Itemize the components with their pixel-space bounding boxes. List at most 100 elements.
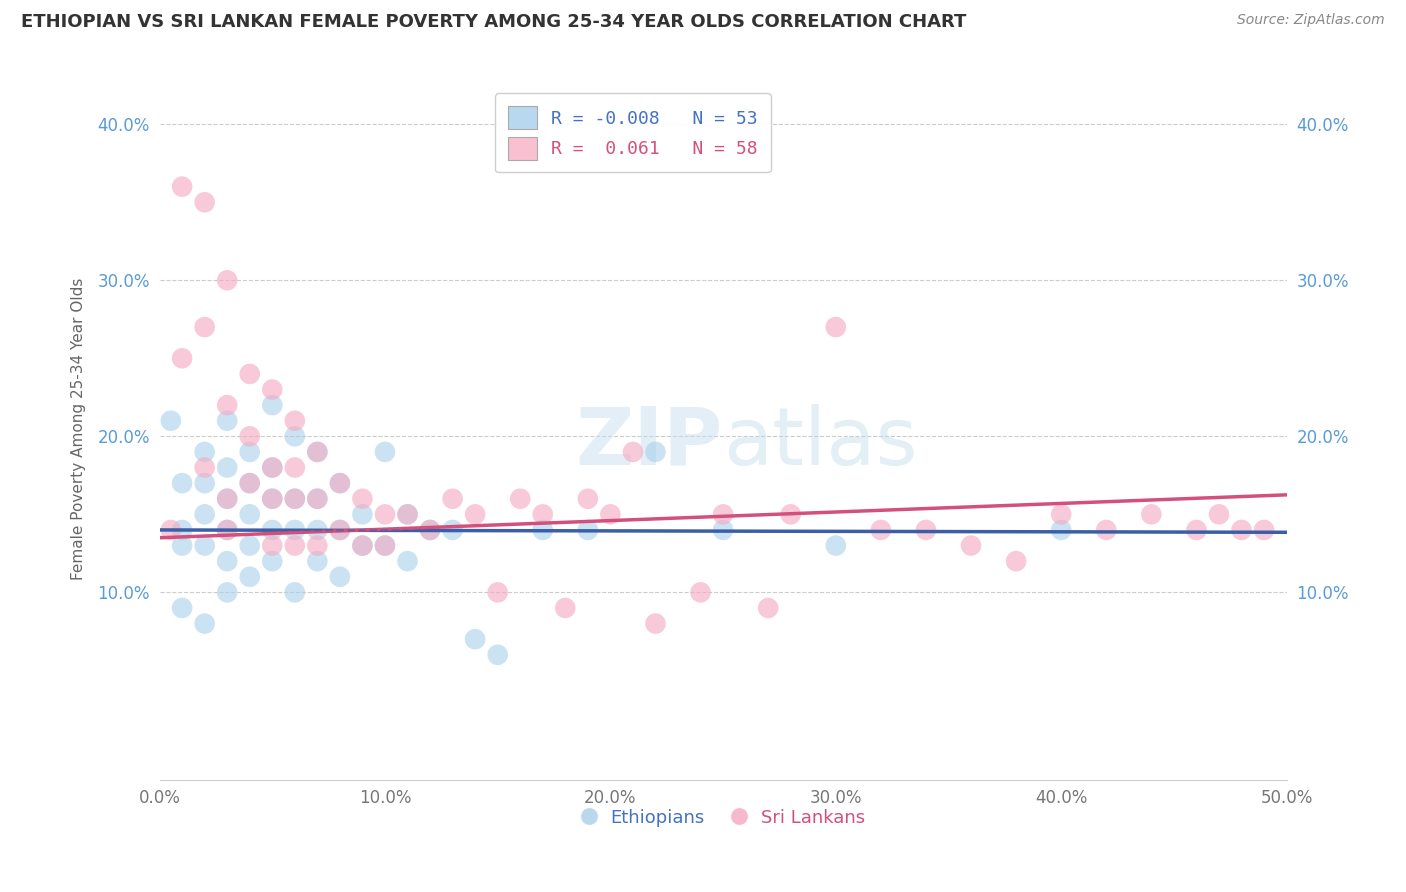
Point — [329, 476, 352, 491]
Point — [396, 508, 419, 522]
Point — [284, 429, 307, 443]
Text: ETHIOPIAN VS SRI LANKAN FEMALE POVERTY AMONG 25-34 YEAR OLDS CORRELATION CHART: ETHIOPIAN VS SRI LANKAN FEMALE POVERTY A… — [21, 13, 966, 31]
Point — [531, 508, 554, 522]
Point — [960, 539, 983, 553]
Point — [217, 460, 239, 475]
Point — [194, 445, 217, 459]
Text: Source: ZipAtlas.com: Source: ZipAtlas.com — [1237, 13, 1385, 28]
Point — [194, 539, 217, 553]
Point — [262, 554, 284, 568]
Point — [329, 570, 352, 584]
Text: atlas: atlas — [723, 403, 918, 482]
Point — [239, 367, 262, 381]
Point — [779, 508, 801, 522]
Point — [217, 523, 239, 537]
Point — [756, 601, 779, 615]
Point — [172, 523, 194, 537]
Point — [262, 398, 284, 412]
Point — [194, 195, 217, 210]
Point — [307, 554, 329, 568]
Point — [217, 491, 239, 506]
Point — [329, 523, 352, 537]
Point — [217, 523, 239, 537]
Point — [284, 460, 307, 475]
Point — [284, 414, 307, 428]
Point — [396, 508, 419, 522]
Point — [486, 585, 509, 599]
Point — [1095, 523, 1118, 537]
Point — [172, 179, 194, 194]
Point — [1050, 523, 1073, 537]
Point — [160, 523, 183, 537]
Point — [352, 539, 374, 553]
Point — [486, 648, 509, 662]
Point — [172, 601, 194, 615]
Point — [262, 491, 284, 506]
Point — [576, 523, 599, 537]
Point — [239, 508, 262, 522]
Point — [307, 445, 329, 459]
Point — [172, 476, 194, 491]
Point — [711, 508, 734, 522]
Point — [239, 429, 262, 443]
Point — [1005, 554, 1028, 568]
Point — [262, 523, 284, 537]
Point — [194, 616, 217, 631]
Point — [262, 460, 284, 475]
Point — [284, 585, 307, 599]
Point — [217, 585, 239, 599]
Point — [172, 351, 194, 366]
Point — [464, 508, 486, 522]
Point — [352, 491, 374, 506]
Point — [621, 445, 644, 459]
Point — [239, 476, 262, 491]
Point — [576, 491, 599, 506]
Point — [194, 476, 217, 491]
Point — [239, 570, 262, 584]
Point — [824, 539, 846, 553]
Point — [329, 523, 352, 537]
Point — [644, 445, 666, 459]
Point — [217, 273, 239, 287]
Point — [284, 523, 307, 537]
Point — [217, 398, 239, 412]
Point — [262, 539, 284, 553]
Point — [284, 539, 307, 553]
Point — [1208, 508, 1230, 522]
Point — [509, 491, 531, 506]
Point — [307, 491, 329, 506]
Point — [194, 460, 217, 475]
Point — [374, 539, 396, 553]
Legend: Ethiopians, Sri Lankans: Ethiopians, Sri Lankans — [574, 801, 872, 834]
Point — [554, 601, 576, 615]
Point — [262, 491, 284, 506]
Text: ZIP: ZIP — [576, 403, 723, 482]
Point — [396, 554, 419, 568]
Point — [307, 491, 329, 506]
Point — [1140, 508, 1163, 522]
Point — [160, 414, 183, 428]
Point — [419, 523, 441, 537]
Point — [599, 508, 621, 522]
Point — [284, 491, 307, 506]
Point — [441, 523, 464, 537]
Point — [374, 539, 396, 553]
Point — [239, 539, 262, 553]
Point — [464, 632, 486, 647]
Point — [194, 508, 217, 522]
Point — [374, 445, 396, 459]
Point — [172, 539, 194, 553]
Point — [374, 508, 396, 522]
Point — [915, 523, 938, 537]
Point — [824, 320, 846, 334]
Point — [329, 476, 352, 491]
Point — [239, 445, 262, 459]
Point — [870, 523, 893, 537]
Point — [352, 539, 374, 553]
Point — [531, 523, 554, 537]
Point — [239, 476, 262, 491]
Point — [217, 554, 239, 568]
Point — [1185, 523, 1208, 537]
Point — [307, 539, 329, 553]
Point — [1050, 508, 1073, 522]
